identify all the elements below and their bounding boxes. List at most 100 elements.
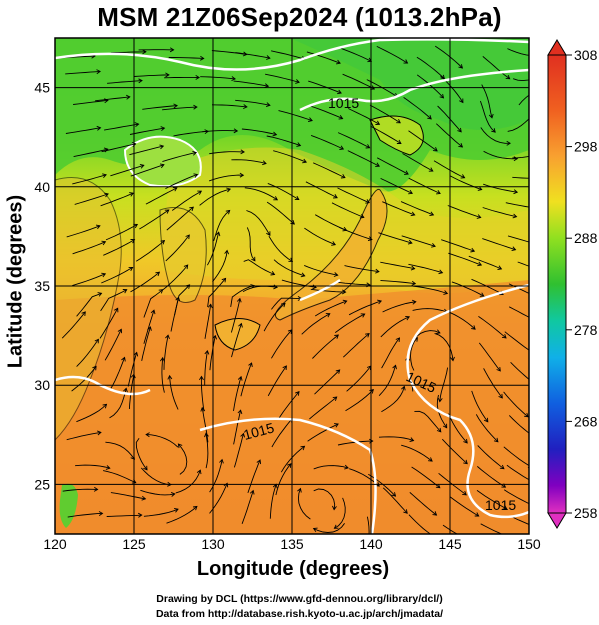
streamline bbox=[71, 366, 97, 392]
streamline-arrow bbox=[338, 115, 344, 120]
streamline bbox=[246, 227, 256, 262]
streamline bbox=[61, 311, 86, 339]
streamline-arrow bbox=[173, 103, 178, 109]
streamline bbox=[233, 376, 242, 411]
streamline-arrow bbox=[141, 495, 147, 501]
streamline bbox=[205, 433, 209, 469]
streamline bbox=[162, 106, 197, 111]
streamline-arrow bbox=[377, 299, 383, 305]
streamline-arrow bbox=[160, 126, 166, 132]
streamline-arrow bbox=[158, 289, 164, 294]
streamline-arrow bbox=[270, 271, 276, 276]
streamline bbox=[246, 210, 271, 236]
streamline bbox=[445, 310, 476, 330]
streamline bbox=[130, 271, 160, 293]
streamline-arrow bbox=[375, 120, 381, 125]
streamline bbox=[451, 281, 485, 297]
map-title: MSM 21Z06Sep2024 (1013.2hPa) bbox=[97, 2, 502, 32]
streamline-arrow bbox=[396, 119, 401, 124]
streamline bbox=[146, 434, 179, 448]
streamline-arrow bbox=[265, 102, 271, 108]
streamline bbox=[304, 227, 336, 246]
streamline-arrow bbox=[502, 505, 508, 510]
streamline bbox=[106, 514, 142, 517]
streamline-arrow bbox=[335, 369, 341, 374]
streamline bbox=[512, 176, 529, 179]
streamline bbox=[267, 365, 287, 397]
streamline bbox=[101, 143, 136, 153]
streamline bbox=[380, 177, 413, 194]
y-tick-label: 30 bbox=[34, 377, 50, 393]
streamline-arrow bbox=[169, 47, 175, 53]
x-tick-label: 130 bbox=[201, 536, 225, 552]
streamline-arrow bbox=[96, 125, 102, 131]
streamline bbox=[140, 489, 175, 496]
streamline bbox=[518, 94, 529, 106]
streamline-arrow bbox=[333, 524, 339, 529]
streamline bbox=[441, 239, 475, 252]
streamline-arrow bbox=[508, 535, 512, 539]
streamline bbox=[508, 415, 529, 434]
streamline-arrow bbox=[544, 75, 548, 79]
streamline-arrow bbox=[98, 511, 104, 516]
streamline bbox=[305, 181, 338, 199]
streamline-arrow bbox=[336, 59, 341, 65]
streamline-arrow bbox=[392, 364, 397, 370]
streamline bbox=[74, 193, 109, 205]
streamline-arrow bbox=[439, 93, 445, 99]
streamline bbox=[306, 51, 341, 64]
streamline bbox=[382, 487, 408, 514]
streamline bbox=[416, 74, 444, 99]
streamline-arrow bbox=[174, 507, 179, 513]
streamline-arrow bbox=[189, 206, 194, 212]
streamline-arrow bbox=[193, 173, 199, 178]
streamline-arrow bbox=[436, 189, 441, 195]
streamline-arrow bbox=[536, 320, 540, 324]
streamline-arrow bbox=[532, 434, 536, 438]
streamline bbox=[267, 182, 300, 200]
streamline-arrow bbox=[396, 139, 402, 144]
streamline-arrow bbox=[164, 209, 170, 214]
streamline-arrow bbox=[538, 526, 542, 530]
streamline bbox=[331, 202, 364, 218]
streamline bbox=[308, 80, 342, 94]
streamline-arrow bbox=[458, 64, 464, 69]
streamline bbox=[482, 238, 516, 251]
streamline bbox=[347, 150, 380, 167]
streamline bbox=[268, 235, 293, 262]
streamline-arrow bbox=[126, 94, 131, 100]
streamline-arrow bbox=[471, 325, 476, 330]
streamline-arrow bbox=[457, 127, 462, 133]
streamline-arrow bbox=[204, 349, 210, 355]
streamline bbox=[439, 367, 449, 402]
streamline bbox=[309, 105, 343, 120]
streamline bbox=[209, 335, 216, 371]
streamline-arrow bbox=[249, 489, 255, 495]
streamline bbox=[408, 130, 438, 152]
streamline-arrow bbox=[159, 356, 165, 362]
streamline bbox=[66, 431, 101, 441]
streamline bbox=[433, 160, 465, 179]
streamline bbox=[76, 403, 107, 423]
streamline bbox=[142, 105, 178, 110]
credit-drawing: Drawing by DCL (https://www.gfd-dennou.o… bbox=[156, 593, 443, 605]
streamline-arrow bbox=[147, 326, 152, 331]
streamline-arrow bbox=[533, 382, 537, 386]
streamline-arrow bbox=[432, 511, 438, 516]
streamline bbox=[414, 410, 442, 433]
streamline-arrow bbox=[302, 158, 308, 164]
streamline bbox=[200, 376, 205, 412]
streamline-arrow bbox=[183, 264, 189, 270]
streamline-arrow bbox=[102, 403, 108, 409]
streamline bbox=[370, 125, 402, 144]
streamline-arrow bbox=[129, 192, 135, 197]
streamline bbox=[213, 210, 230, 242]
streamline-arrow bbox=[538, 54, 542, 58]
streamline-arrow bbox=[81, 311, 86, 316]
streamline bbox=[100, 289, 127, 312]
streamline-arrow bbox=[92, 365, 97, 371]
streamline-arrow bbox=[428, 457, 433, 462]
streamline-arrow bbox=[295, 391, 300, 396]
streamline bbox=[381, 386, 405, 413]
streamline bbox=[301, 313, 331, 335]
